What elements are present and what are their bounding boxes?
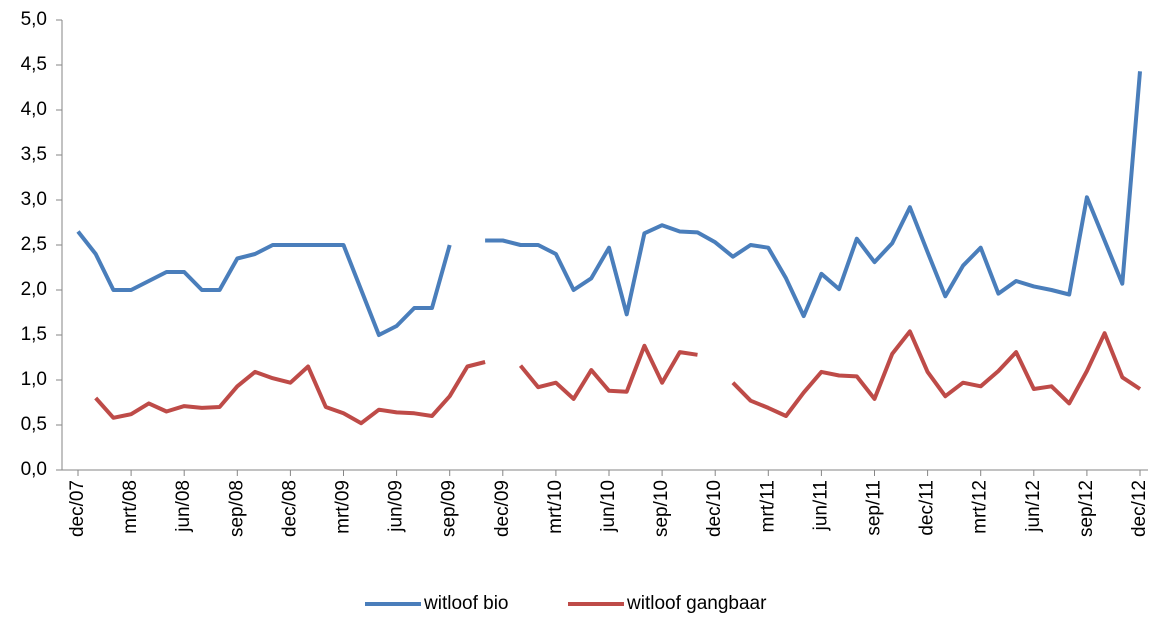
series-line [94,329,1142,426]
x-tick-label: jun/12 [1023,480,1044,533]
x-tick-label: dec/10 [704,480,725,537]
x-tick-label: mrt/12 [970,480,991,534]
x-tick-label: dec/07 [67,480,88,537]
x-tick-label: sep/12 [1076,480,1097,537]
x-tick-label: jun/10 [598,480,619,533]
series-line [76,71,1142,337]
y-tick-label: 4,0 [21,99,47,120]
y-tick-label: 2,0 [21,279,47,300]
x-tick-label: sep/09 [439,480,460,537]
x-tick-label: dec/08 [279,480,300,537]
x-tick-label: jun/11 [810,480,831,531]
y-tick-label: 4,5 [21,54,47,75]
x-tick-label: sep/11 [864,480,885,536]
y-tick-label: 3,0 [21,189,47,210]
y-tick-label: 2,5 [21,234,47,255]
x-tick-label: mrt/08 [120,480,141,534]
y-tick-label: 1,0 [21,369,47,390]
y-tick-label: 5,0 [21,9,47,30]
x-tick-label: jun/08 [173,480,194,533]
y-tick-label: 0,0 [21,459,47,480]
x-tick-label: dec/11 [917,480,938,536]
x-tick-label: jun/09 [386,480,407,533]
legend-label: witloof gangbaar [626,593,767,614]
x-tick-label: sep/08 [226,480,247,537]
x-tick-label: dec/09 [492,480,513,537]
legend-label: witloof bio [423,593,509,614]
y-tick-label: 1,5 [21,324,47,345]
x-tick-label: dec/12 [1129,480,1150,537]
y-tick-label: 3,5 [21,144,47,165]
x-tick-label: sep/10 [651,480,672,537]
x-tick-label: mrt/10 [545,480,566,534]
x-tick-label: mrt/09 [333,480,354,534]
x-tick-label: mrt/11 [757,480,778,532]
y-tick-label: 0,5 [21,414,47,435]
